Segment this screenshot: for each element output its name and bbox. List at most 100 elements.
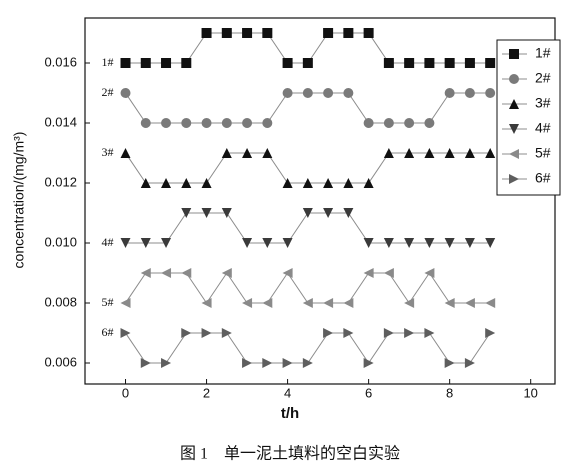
data-point: [242, 298, 253, 308]
data-point: [485, 328, 496, 338]
data-point: [181, 118, 192, 128]
data-point: [485, 148, 496, 158]
series-line: [125, 272, 491, 304]
data-point: [363, 358, 374, 368]
x-tick-label: 8: [446, 385, 453, 400]
data-point: [343, 28, 354, 38]
data-point: [444, 358, 455, 368]
data-point: [444, 88, 455, 98]
data-point: [363, 118, 374, 128]
data-point: [383, 328, 394, 338]
data-point: [120, 148, 131, 158]
data-point: [242, 238, 253, 248]
data-point: [424, 118, 435, 128]
data-point: [302, 58, 313, 68]
data-point: [464, 298, 475, 308]
data-point: [323, 298, 334, 308]
data-point: [383, 238, 394, 248]
data-point: [302, 358, 313, 368]
data-point: [140, 268, 151, 278]
data-point: [383, 148, 394, 158]
data-point: [161, 238, 172, 248]
data-point: [444, 298, 455, 308]
data-point: [444, 58, 455, 68]
series-annotation: 6#: [102, 325, 114, 339]
data-point: [262, 118, 273, 128]
data-point: [302, 298, 313, 308]
plot-frame: [84, 17, 556, 385]
data-point: [323, 328, 334, 338]
data-point: [343, 178, 354, 188]
series-annotation: 3#: [102, 145, 114, 159]
data-point: [221, 118, 232, 128]
data-point: [161, 268, 172, 278]
legend-box: [496, 39, 561, 196]
data-point: [282, 358, 293, 368]
series-annotation: 4#: [102, 235, 114, 249]
data-point: [262, 358, 273, 368]
data-point: [221, 148, 232, 158]
data-point: [181, 58, 192, 68]
data-point: [424, 328, 435, 338]
legend-marker: [509, 49, 519, 59]
data-point: [404, 148, 415, 158]
data-point: [140, 358, 151, 368]
x-axis-label: t/h: [281, 405, 299, 422]
x-tick-label: 4: [284, 385, 291, 400]
data-point: [383, 58, 394, 68]
data-point: [363, 28, 374, 38]
data-point: [343, 328, 354, 338]
legend-marker: [509, 99, 519, 109]
data-point: [140, 58, 151, 68]
data-point: [120, 238, 131, 248]
x-tick-label: 6: [365, 385, 372, 400]
y-axis-label: concentration/(mg/m³): [11, 132, 27, 269]
data-point: [221, 328, 232, 338]
data-point: [282, 268, 293, 278]
legend-marker: [509, 174, 519, 184]
data-point: [161, 178, 172, 188]
data-point: [242, 358, 253, 368]
data-point: [282, 238, 293, 248]
data-point: [464, 358, 475, 368]
y-tick-label: 0.016: [44, 54, 77, 69]
data-point: [343, 298, 354, 308]
data-point: [404, 238, 415, 248]
data-point: [404, 58, 415, 68]
data-point: [262, 298, 273, 308]
data-point: [161, 118, 172, 128]
data-point: [181, 268, 192, 278]
data-point: [181, 328, 192, 338]
legend-label: 3#: [535, 95, 551, 111]
data-point: [424, 58, 435, 68]
data-point: [464, 148, 475, 158]
data-point: [404, 328, 415, 338]
data-point: [323, 178, 334, 188]
data-point: [424, 238, 435, 248]
data-point: [262, 148, 273, 158]
data-point: [485, 298, 496, 308]
data-point: [201, 208, 212, 218]
legend-label: 1#: [535, 45, 551, 61]
data-point: [363, 178, 374, 188]
data-point: [181, 178, 192, 188]
data-point: [140, 178, 151, 188]
data-point: [363, 268, 374, 278]
y-tick-label: 0.014: [44, 114, 77, 129]
data-point: [485, 88, 496, 98]
data-point: [302, 208, 313, 218]
data-point: [343, 208, 354, 218]
data-point: [282, 58, 293, 68]
data-point: [140, 118, 151, 128]
data-point: [282, 178, 293, 188]
data-point: [282, 88, 293, 98]
series-annotation: 1#: [102, 55, 114, 69]
data-point: [120, 298, 131, 308]
y-tick-label: 0.012: [44, 174, 77, 189]
data-point: [383, 118, 394, 128]
data-point: [201, 118, 212, 128]
data-point: [302, 178, 313, 188]
data-point: [444, 238, 455, 248]
data-point: [464, 88, 475, 98]
legend-marker: [509, 124, 519, 134]
